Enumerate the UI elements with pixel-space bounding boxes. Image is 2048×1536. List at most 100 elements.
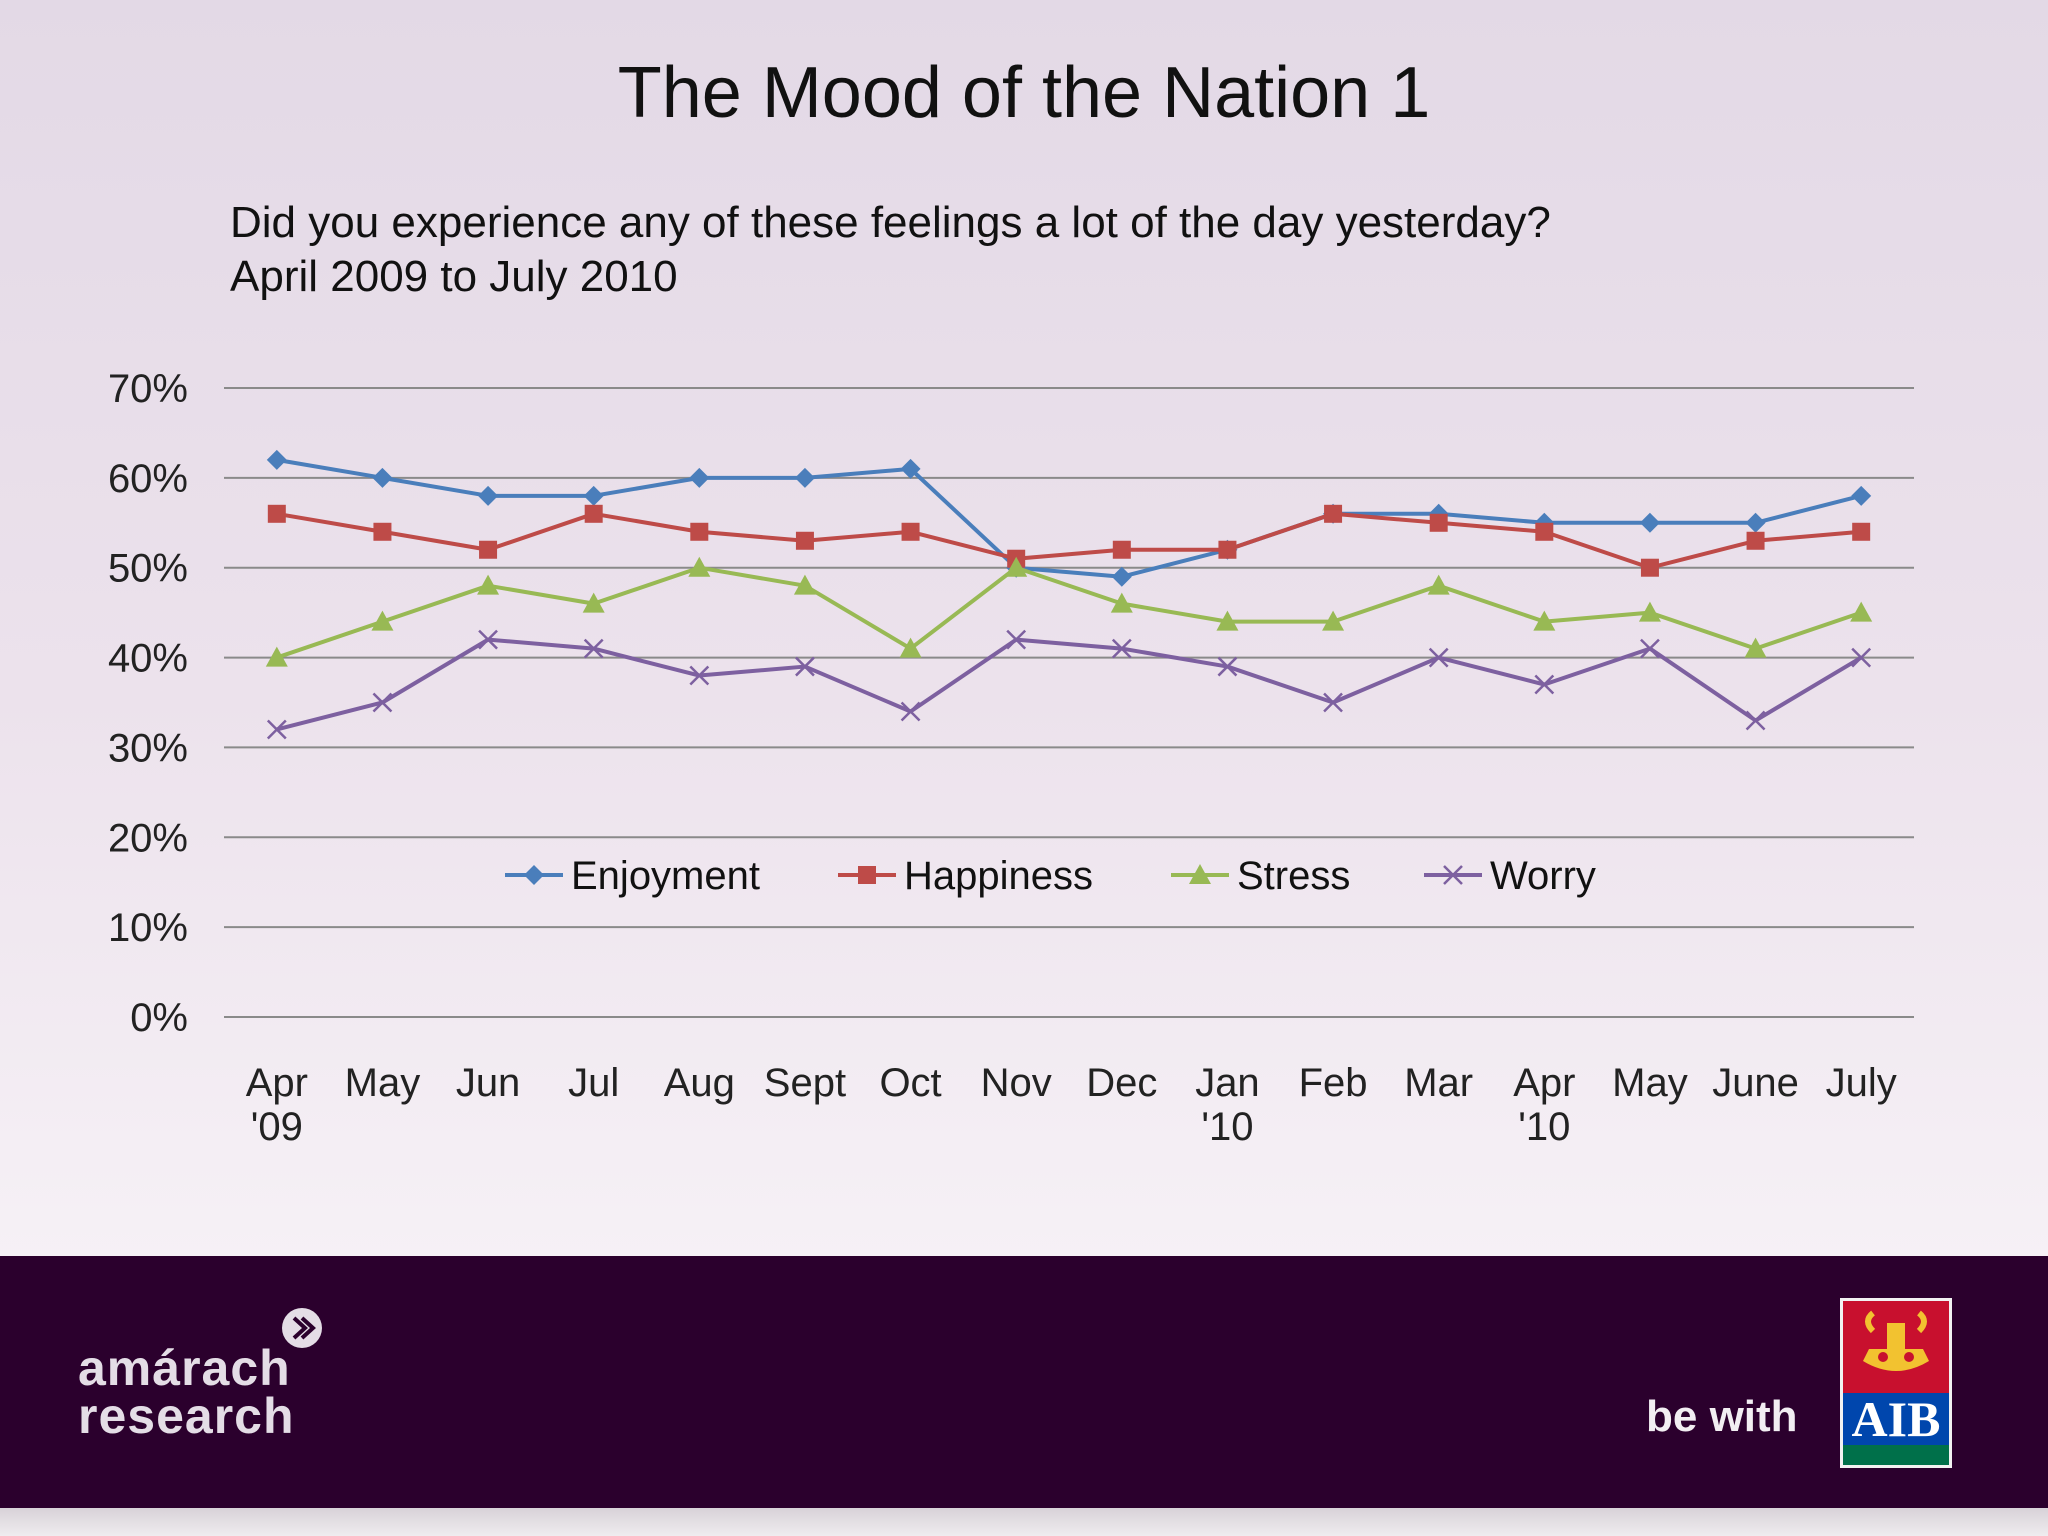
enjoyment-data-point — [900, 458, 921, 479]
worry-data-point — [478, 629, 498, 650]
enjoyment-series-line — [276, 457, 1862, 579]
stress-data-point — [265, 646, 288, 667]
y-tick-label: 10% — [108, 906, 188, 950]
happiness-legend-label: Happiness — [904, 854, 1093, 898]
happiness-data-point — [1429, 513, 1448, 532]
stress-data-point — [1322, 610, 1345, 631]
stress-data-point — [1216, 610, 1239, 631]
worry-data-point — [583, 638, 604, 659]
x-tick-label: July — [1826, 1061, 1897, 1105]
worry-data-point — [1006, 629, 1027, 650]
x-tick-label: Apr '10 — [1513, 1061, 1575, 1149]
stress-data-point — [1533, 610, 1556, 631]
happiness-data-point — [479, 540, 498, 559]
x-tick-label: Jul — [568, 1061, 619, 1105]
happiness-data-point — [1852, 522, 1871, 541]
worry-series-line — [276, 637, 1863, 732]
happiness-data-point — [795, 531, 814, 550]
worry-data-point — [1640, 638, 1660, 659]
x-tick-label: Jan '10 — [1195, 1061, 1260, 1149]
worry-data-point — [372, 692, 393, 713]
aib-green-band — [1843, 1445, 1949, 1465]
happiness-data-point — [690, 522, 709, 541]
aib-logo: AIB — [1840, 1298, 1952, 1468]
x-tick-label: Aug — [664, 1061, 735, 1105]
happiness-data-point — [1218, 540, 1237, 559]
x-tick-label: Nov — [981, 1061, 1052, 1105]
ark-icon — [1863, 1310, 1929, 1371]
happiness-data-point — [1746, 531, 1765, 550]
happiness-data-point — [1640, 558, 1659, 577]
aib-ark-emblem — [1843, 1301, 1949, 1393]
brand-line-1: amárach — [78, 1340, 291, 1396]
stress-data-point — [688, 556, 711, 577]
worry-data-point — [900, 701, 921, 722]
worry-data-point — [1428, 647, 1449, 668]
enjoyment-data-point — [1639, 512, 1660, 533]
x-tick-label: Feb — [1299, 1061, 1368, 1105]
happiness-data-point — [1324, 504, 1343, 523]
subtitle-date-range: April 2009 to July 2010 — [230, 252, 678, 301]
be-with-tagline: be with — [1646, 1392, 1798, 1441]
enjoyment-data-point — [689, 467, 710, 488]
x-tick-label: June — [1712, 1061, 1799, 1105]
happiness-data-point — [267, 504, 286, 523]
y-tick-label: 40% — [108, 637, 188, 681]
stress-legend-marker — [1189, 864, 1211, 884]
enjoyment-data-point — [1745, 512, 1766, 533]
stress-data-point — [1744, 637, 1767, 658]
chevron-circle-icon — [282, 1308, 322, 1348]
enjoyment-data-point — [1851, 485, 1872, 506]
enjoyment-data-point — [266, 449, 287, 470]
happiness-data-point — [584, 504, 603, 523]
x-tick-label: May — [345, 1061, 421, 1105]
y-tick-label: 20% — [108, 816, 188, 860]
slide-title: The Mood of the Nation 1 — [617, 53, 1431, 133]
aib-wordmark: AIB — [1843, 1393, 1949, 1445]
x-tick-label: Mar — [1404, 1061, 1473, 1105]
happiness-data-point — [373, 522, 392, 541]
worry-data-point — [1851, 647, 1872, 668]
worry-data-point — [266, 719, 287, 740]
enjoyment-data-point — [583, 485, 604, 506]
stress-series-line — [276, 565, 1862, 660]
x-tick-label: Apr '09 — [246, 1061, 308, 1149]
y-tick-label: 30% — [108, 726, 188, 770]
happiness-series-line — [276, 511, 1862, 570]
enjoyment-legend-label: Enjoyment — [571, 854, 760, 898]
y-tick-label: 0% — [130, 996, 188, 1040]
enjoyment-legend-marker — [524, 865, 544, 885]
brand-line-2: research — [78, 1388, 295, 1444]
happiness-data-point — [1535, 522, 1554, 541]
happiness-data-point — [1112, 540, 1131, 559]
stress-data-point — [1110, 592, 1133, 613]
subtitle-question: Did you experience any of these feelings… — [230, 198, 1551, 247]
stress-data-point — [1005, 556, 1028, 577]
footer-bar: amárach research be with AIB — [0, 1256, 2048, 1508]
happiness-data-point — [901, 522, 920, 541]
y-tick-label: 70% — [108, 367, 188, 411]
stress-legend-label: Stress — [1237, 854, 1350, 898]
amarach-research-logo: amárach research — [78, 1340, 295, 1444]
worry-data-point — [1534, 674, 1555, 695]
enjoyment-data-point — [794, 467, 815, 488]
worry-data-point — [689, 665, 710, 686]
worry-data-point — [795, 656, 815, 677]
worry-data-point — [1217, 656, 1238, 677]
bottom-strip — [0, 1508, 2048, 1536]
stress-data-point — [1427, 574, 1450, 595]
x-tick-label: May — [1612, 1061, 1688, 1105]
stress-data-point — [1638, 601, 1661, 622]
enjoyment-data-point — [1111, 566, 1132, 587]
x-tick-label: Sept — [764, 1061, 846, 1105]
stress-data-point — [899, 637, 922, 658]
y-tick-label: 60% — [108, 457, 188, 501]
stress-data-point — [371, 610, 394, 631]
y-tick-label: 50% — [108, 547, 188, 591]
x-tick-label: Oct — [879, 1061, 941, 1105]
worry-data-point — [1111, 638, 1132, 659]
line-chart: 70% 60% 50% 40% 30% 20% 10% 0% Apr '09 May Jun Jul Au… — [108, 367, 1914, 1149]
worry-data-point — [1745, 710, 1766, 731]
stress-data-point — [1850, 601, 1873, 622]
stress-data-point — [582, 592, 605, 613]
